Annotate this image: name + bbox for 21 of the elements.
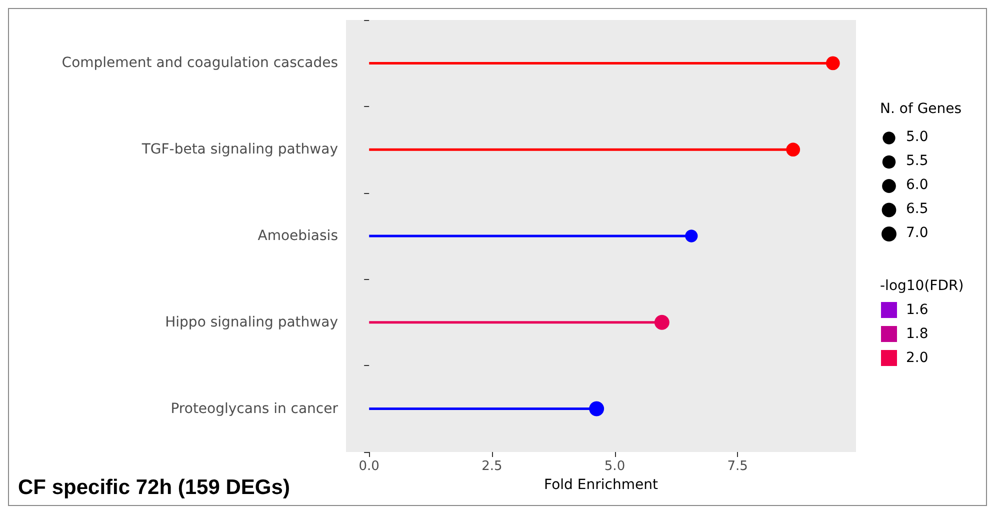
- text: 1.6: [906, 302, 928, 318]
- legend-label: 7.0: [906, 225, 928, 241]
- y-tick-label: Proteoglycans in cancer: [170, 400, 338, 417]
- text: CF specific 72h (159 DEGs): [18, 476, 290, 500]
- y-tick-label: TGF-beta signaling pathway: [140, 142, 338, 158]
- x-axis-title: Fold Enrichment: [544, 476, 658, 493]
- legend-label: 5.5: [906, 153, 928, 169]
- x-tick-label: 5.0: [604, 459, 626, 474]
- x-tick-label: 7.5: [727, 459, 748, 474]
- legend-label: 5.0: [906, 129, 928, 145]
- text: 1.8: [906, 326, 928, 342]
- legend-label: 6.5: [906, 201, 928, 217]
- text: -log10(FDR): [880, 278, 964, 294]
- x-tick-label: 2.5: [482, 459, 502, 474]
- legend-title: N. of Genes: [880, 101, 962, 117]
- text: 2.0: [906, 350, 928, 366]
- y-tick-label: Complement and coagulation cascades: [62, 55, 338, 72]
- x-tick-label: 0.0: [358, 459, 380, 474]
- y-tick-label: Hippo signaling pathway: [165, 314, 338, 330]
- y-tick-label: Amoebiasis: [258, 228, 338, 244]
- legend-label: 6.0: [906, 177, 928, 193]
